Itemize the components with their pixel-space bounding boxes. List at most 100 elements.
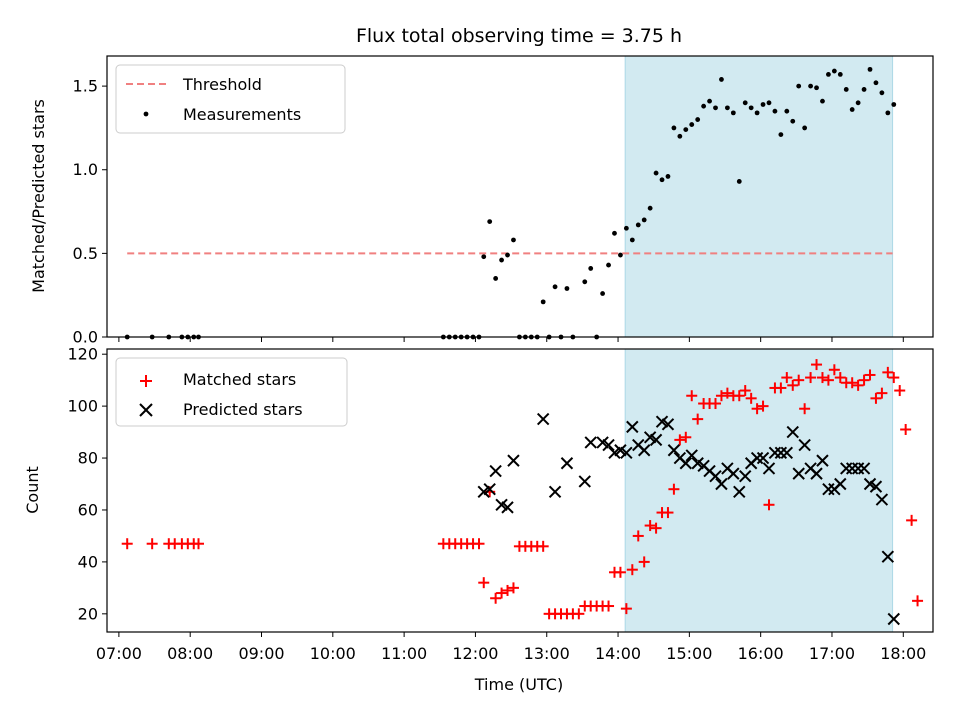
measurement-point [707,98,712,104]
measurement-point [736,179,742,184]
matched-star-point [638,556,650,568]
matched-star-point [674,434,686,446]
legend-predicted-swatch [139,403,153,417]
matched-star-point [121,538,133,550]
measurement-point [499,257,504,263]
matched-star-point [811,359,823,371]
measurement-point [659,177,665,183]
matched-star-point [870,392,882,404]
measurement-point [784,108,790,114]
measurement-point [730,110,736,116]
measurement-point [683,127,689,132]
predicted-star-point [739,470,752,483]
matched-star-point [745,392,757,404]
measurement-point [606,262,611,268]
measurement-point [612,230,617,236]
matched-star-point [193,538,205,550]
measurement-point [754,110,760,116]
predicted-star-point [786,425,799,439]
matched-star-point [626,564,638,576]
matched-star-point [781,372,793,384]
top-y-tick-label: 1.0 [73,160,98,179]
top-legend-box [115,64,346,134]
measurement-point [618,252,623,258]
bottom-legend-box [115,357,348,427]
measurement-point [790,118,796,124]
predicted-star-point [507,454,520,467]
bottom-y-tick-label: 80 [78,449,98,468]
matched-star-point [864,369,876,381]
matched-star-point [799,403,811,415]
matched-star-point [822,374,834,386]
predicted-star-point [483,482,496,496]
matched-star-point [763,499,775,511]
measurement-point [855,100,861,106]
measurement-point [540,299,546,305]
matched-star-point [787,379,799,391]
x-tick-label: 11:00 [381,644,427,663]
measurement-point [766,100,772,106]
predicted-star-point [875,493,889,506]
matched-star-point [882,366,894,378]
matched-star-point [710,398,722,410]
matched-star-point [146,538,158,550]
matched-star-point [793,374,805,386]
measurement-point [582,279,588,285]
x-tick-label: 12:00 [452,644,498,663]
bottom-y-tick-label: 40 [78,552,98,571]
matched-star-point [692,413,704,425]
measurement-point [511,237,516,243]
bottom-legend: Matched stars Predicted stars [115,357,348,427]
x-tick-label: 10:00 [310,644,356,663]
measurement-point [481,254,487,260]
x-tick-label: 17:00 [809,644,855,663]
predicted-star-point [649,433,663,447]
measurement-point [867,66,873,72]
measurement-point [772,108,778,114]
bottom-y-tick-label: 100 [67,397,98,416]
bottom-y-tick-label: 120 [67,345,98,364]
matched-star-point [721,387,733,399]
predicted-star-point [762,462,776,475]
matched-star-point [846,377,858,389]
top-y-tick-label: 0.5 [73,244,98,263]
matched-star-point [507,582,519,594]
measurement-point [677,133,683,139]
matched-star-point [876,387,888,399]
top-axes-frame [106,55,934,338]
matched-star-point [473,538,485,550]
measurement-point [802,125,808,131]
predicted-star-point [602,438,615,452]
matched-star-point [906,514,918,526]
measurement-point [623,225,629,231]
measurement-point [695,117,701,122]
measurement-point [665,174,671,179]
predicted-star-point [560,457,574,470]
predicted-star-point [637,444,651,457]
bottom-shaded-span [624,348,894,633]
measurement-point [885,110,891,116]
predicted-star-point [661,418,675,431]
matched-star-point [733,390,745,402]
matched-star-point [894,385,906,397]
predicted-star-point [709,470,722,483]
predicted-star-point [834,477,847,491]
matched-star-point [490,592,502,604]
predicted-star-point [733,485,746,499]
bottom-axes-frame [106,348,934,633]
matched-star-point [632,530,644,542]
measurement-point [701,103,707,109]
measurement-point [861,87,867,92]
matched-star-point [715,390,727,402]
matched-star-point [620,603,632,615]
measurement-point [873,80,879,86]
measurement-point [647,205,653,211]
measurement-point [826,71,831,77]
x-tick-label: 14:00 [595,644,641,663]
measurement-point [831,68,837,74]
matched-star-point [573,608,585,620]
bottom-panel: 20 40 60 80 100 120 07:00 08:00 09:00 10:00 11:00… [23,345,934,694]
measurement-point [760,102,766,107]
measurement-point [778,132,784,138]
